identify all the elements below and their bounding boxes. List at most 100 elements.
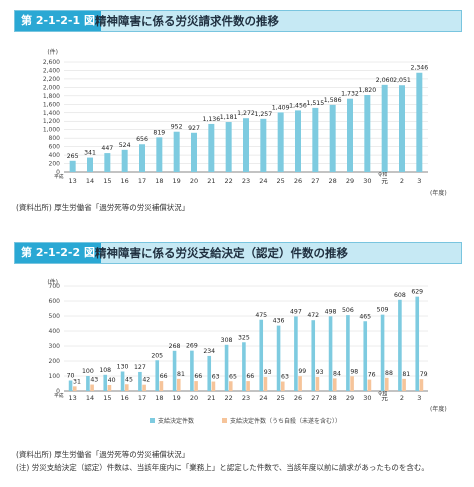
bar-series-1 <box>242 342 246 391</box>
data-label: 819 <box>153 129 165 136</box>
x-tick-label: 3 <box>417 394 421 402</box>
x-tick-label: 24 <box>259 177 267 185</box>
bar-series-2 <box>384 377 389 391</box>
era-label-heisei: 平成 <box>54 392 64 399</box>
data-label: 1,732 <box>341 91 359 98</box>
bar-series-1 <box>207 355 212 391</box>
bar <box>121 149 128 172</box>
y-tick-label: 1,200 <box>43 118 60 125</box>
data-label: 1,136 <box>202 116 220 123</box>
x-tick-label: 15 <box>103 394 111 402</box>
bar-series-2 <box>194 381 198 391</box>
data-label: 1,515 <box>306 100 324 107</box>
data-label-series-2: 43 <box>90 377 98 384</box>
bar-series-1 <box>103 374 108 391</box>
bar-series-1 <box>363 321 368 391</box>
bar-series-1 <box>138 371 142 391</box>
y-tick-label: 1,800 <box>43 93 60 100</box>
data-label-series-1: 475 <box>255 312 267 319</box>
data-label-series-1: 472 <box>307 312 319 319</box>
y-tick-label: 100 <box>49 373 61 380</box>
data-label-series-2: 63 <box>281 374 289 381</box>
data-label-series-1: 130 <box>117 364 129 371</box>
figure-2-header: 第 2-1-2-2 図 精神障害に係る労災支給決定（認定）件数の推移 <box>14 242 462 264</box>
data-label-series-2: 81 <box>177 371 185 378</box>
bar-series-2 <box>280 381 285 391</box>
figure-1-header: 第 2-1-2-1 図 精神障害に係る労災請求件数の推移 <box>14 10 462 32</box>
data-label-series-1: 308 <box>221 337 233 344</box>
y-tick-label: 800 <box>49 135 61 142</box>
data-label-series-1: 498 <box>325 308 337 315</box>
x-axis-suffix: (年度) <box>430 189 447 197</box>
y-tick-label: 2,000 <box>43 84 60 91</box>
x-tick-label: 23 <box>242 394 250 402</box>
bar <box>69 160 76 172</box>
bar-series-2 <box>367 379 372 391</box>
x-tick-label: 18 <box>155 177 163 185</box>
data-label: 1,586 <box>324 97 342 104</box>
x-tick-label: 19 <box>173 177 181 185</box>
x-tick-label: 27 <box>311 177 319 185</box>
bar-series-2 <box>350 376 354 391</box>
x-tick-label: 20 <box>190 177 198 185</box>
x-tick-label: 30 <box>363 177 371 185</box>
x-tick-label: 23 <box>242 177 250 185</box>
bar-series-2 <box>246 381 250 391</box>
y-tick-label: 0 <box>56 388 60 395</box>
bar-series-1 <box>224 344 229 391</box>
bar-series-2 <box>402 378 406 391</box>
data-label: 1,456 <box>289 102 307 109</box>
data-label-series-2: 79 <box>420 371 428 378</box>
bar <box>277 112 284 172</box>
y-unit-label: (件) <box>47 48 58 56</box>
bar <box>312 107 319 172</box>
legend-label-series-1: 支給決定件数 <box>158 417 194 425</box>
bar <box>260 118 267 172</box>
bar-series-1 <box>259 319 264 391</box>
x-tick-label: 29 <box>346 177 354 185</box>
x-tick-label: 22 <box>225 394 233 402</box>
x-tick-label: 14 <box>86 394 94 402</box>
bar <box>173 131 180 172</box>
x-tick-label: 28 <box>329 177 337 185</box>
figure-2-label: 第 2-1-2-2 図 <box>15 243 101 263</box>
x-tick-label: 2 <box>400 177 404 185</box>
y-tick-label: 1,400 <box>43 110 60 117</box>
data-label-series-1: 629 <box>411 289 423 296</box>
data-label-series-1: 127 <box>134 364 146 371</box>
data-label: 927 <box>188 125 200 132</box>
era-label-heisei: 平成 <box>54 173 64 180</box>
bar <box>329 104 336 172</box>
x-axis-suffix: (年度) <box>430 405 447 413</box>
bar-series-2 <box>332 378 337 391</box>
y-tick-label: 500 <box>49 313 61 320</box>
bar-series-1 <box>311 320 316 391</box>
data-label-series-2: 98 <box>350 368 358 375</box>
data-label-series-1: 506 <box>342 307 354 314</box>
bar-series-2 <box>263 377 268 391</box>
data-label-series-2: 42 <box>142 377 150 384</box>
data-label-series-1: 269 <box>186 343 198 350</box>
data-label-series-2: 45 <box>125 376 133 383</box>
y-tick-label: 600 <box>49 298 61 305</box>
data-label-series-2: 99 <box>298 368 306 375</box>
x-tick-label: 19 <box>173 394 181 402</box>
y-tick-label: 1,000 <box>43 127 60 134</box>
data-label-series-2: 66 <box>160 373 168 380</box>
bar-series-1 <box>380 314 385 391</box>
bar-series-1 <box>120 371 125 391</box>
bar-series-2 <box>298 376 302 391</box>
y-tick-label: 200 <box>49 161 61 168</box>
data-label: 1,272 <box>237 110 255 117</box>
bar <box>243 118 249 172</box>
bar-series-2 <box>72 386 77 391</box>
legend-swatch-series-2 <box>222 418 227 423</box>
bar-series-1 <box>155 360 160 391</box>
data-label-series-2: 93 <box>264 369 272 376</box>
figure-2-title: 精神障害に係る労災支給決定（認定）件数の推移 <box>95 246 348 260</box>
x-tick-label: 14 <box>86 177 94 185</box>
bar-series-2 <box>176 378 181 391</box>
bar <box>208 123 215 172</box>
